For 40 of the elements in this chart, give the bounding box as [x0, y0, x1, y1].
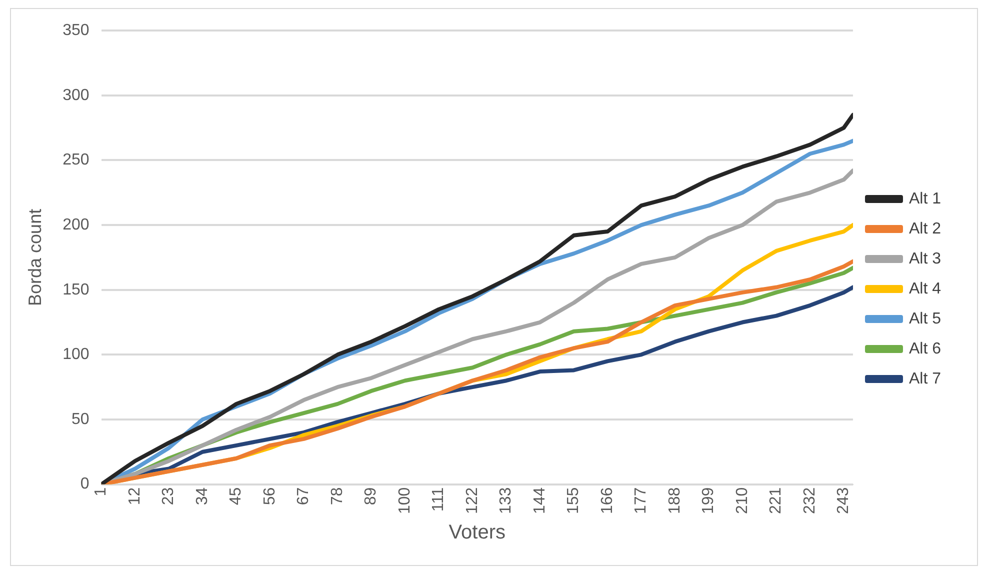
y-tick-label: 0 — [80, 476, 90, 493]
x-tick-label: 1 — [92, 487, 110, 496]
x-tick-label: 221 — [768, 487, 785, 514]
x-tick-label: 144 — [531, 487, 548, 514]
legend-label: Alt 6 — [908, 340, 942, 358]
x-tick-label: 89 — [362, 487, 380, 506]
x-tick-label: 78 — [328, 487, 346, 506]
x-tick-label: 23 — [160, 487, 178, 506]
legend-label: Alt 2 — [908, 220, 942, 238]
x-tick-label: 177 — [632, 487, 650, 514]
x-tick-label: 133 — [498, 487, 515, 514]
legend-label: Alt 7 — [908, 370, 942, 388]
x-axis-title: Voters — [448, 522, 506, 544]
legend-label: Alt 4 — [908, 280, 942, 298]
y-tick-label: 150 — [62, 281, 90, 298]
x-tick-label: 166 — [598, 487, 616, 514]
legend-label: Alt 1 — [908, 190, 942, 208]
x-tick-label: 12 — [126, 487, 144, 506]
x-tick-label: 188 — [666, 487, 684, 514]
legend-label: Alt 3 — [908, 250, 942, 268]
x-tick-label: 155 — [565, 487, 582, 514]
x-tick-label: 210 — [734, 487, 751, 514]
x-tick-label: 100 — [396, 487, 414, 514]
x-tick-label: 232 — [801, 487, 818, 514]
y-tick-label: 200 — [62, 216, 90, 234]
x-tick-label: 199 — [700, 487, 718, 514]
y-axis-title: Borda count — [24, 208, 45, 306]
y-tick-label: 100 — [62, 346, 90, 364]
x-tick-label: 34 — [194, 487, 211, 506]
y-tick-label: 350 — [62, 22, 90, 40]
y-tick-label: 50 — [72, 410, 90, 428]
x-tick-label: 56 — [261, 487, 278, 506]
x-tick-label: 45 — [228, 487, 245, 506]
x-tick-label: 243 — [835, 487, 852, 514]
y-tick-label: 300 — [62, 86, 90, 104]
legend-label: Alt 5 — [908, 310, 942, 328]
x-tick-label: 111 — [430, 487, 448, 512]
x-tick-label: 122 — [464, 487, 481, 514]
x-tick-label: 67 — [295, 487, 312, 506]
y-tick-label: 250 — [62, 152, 90, 169]
